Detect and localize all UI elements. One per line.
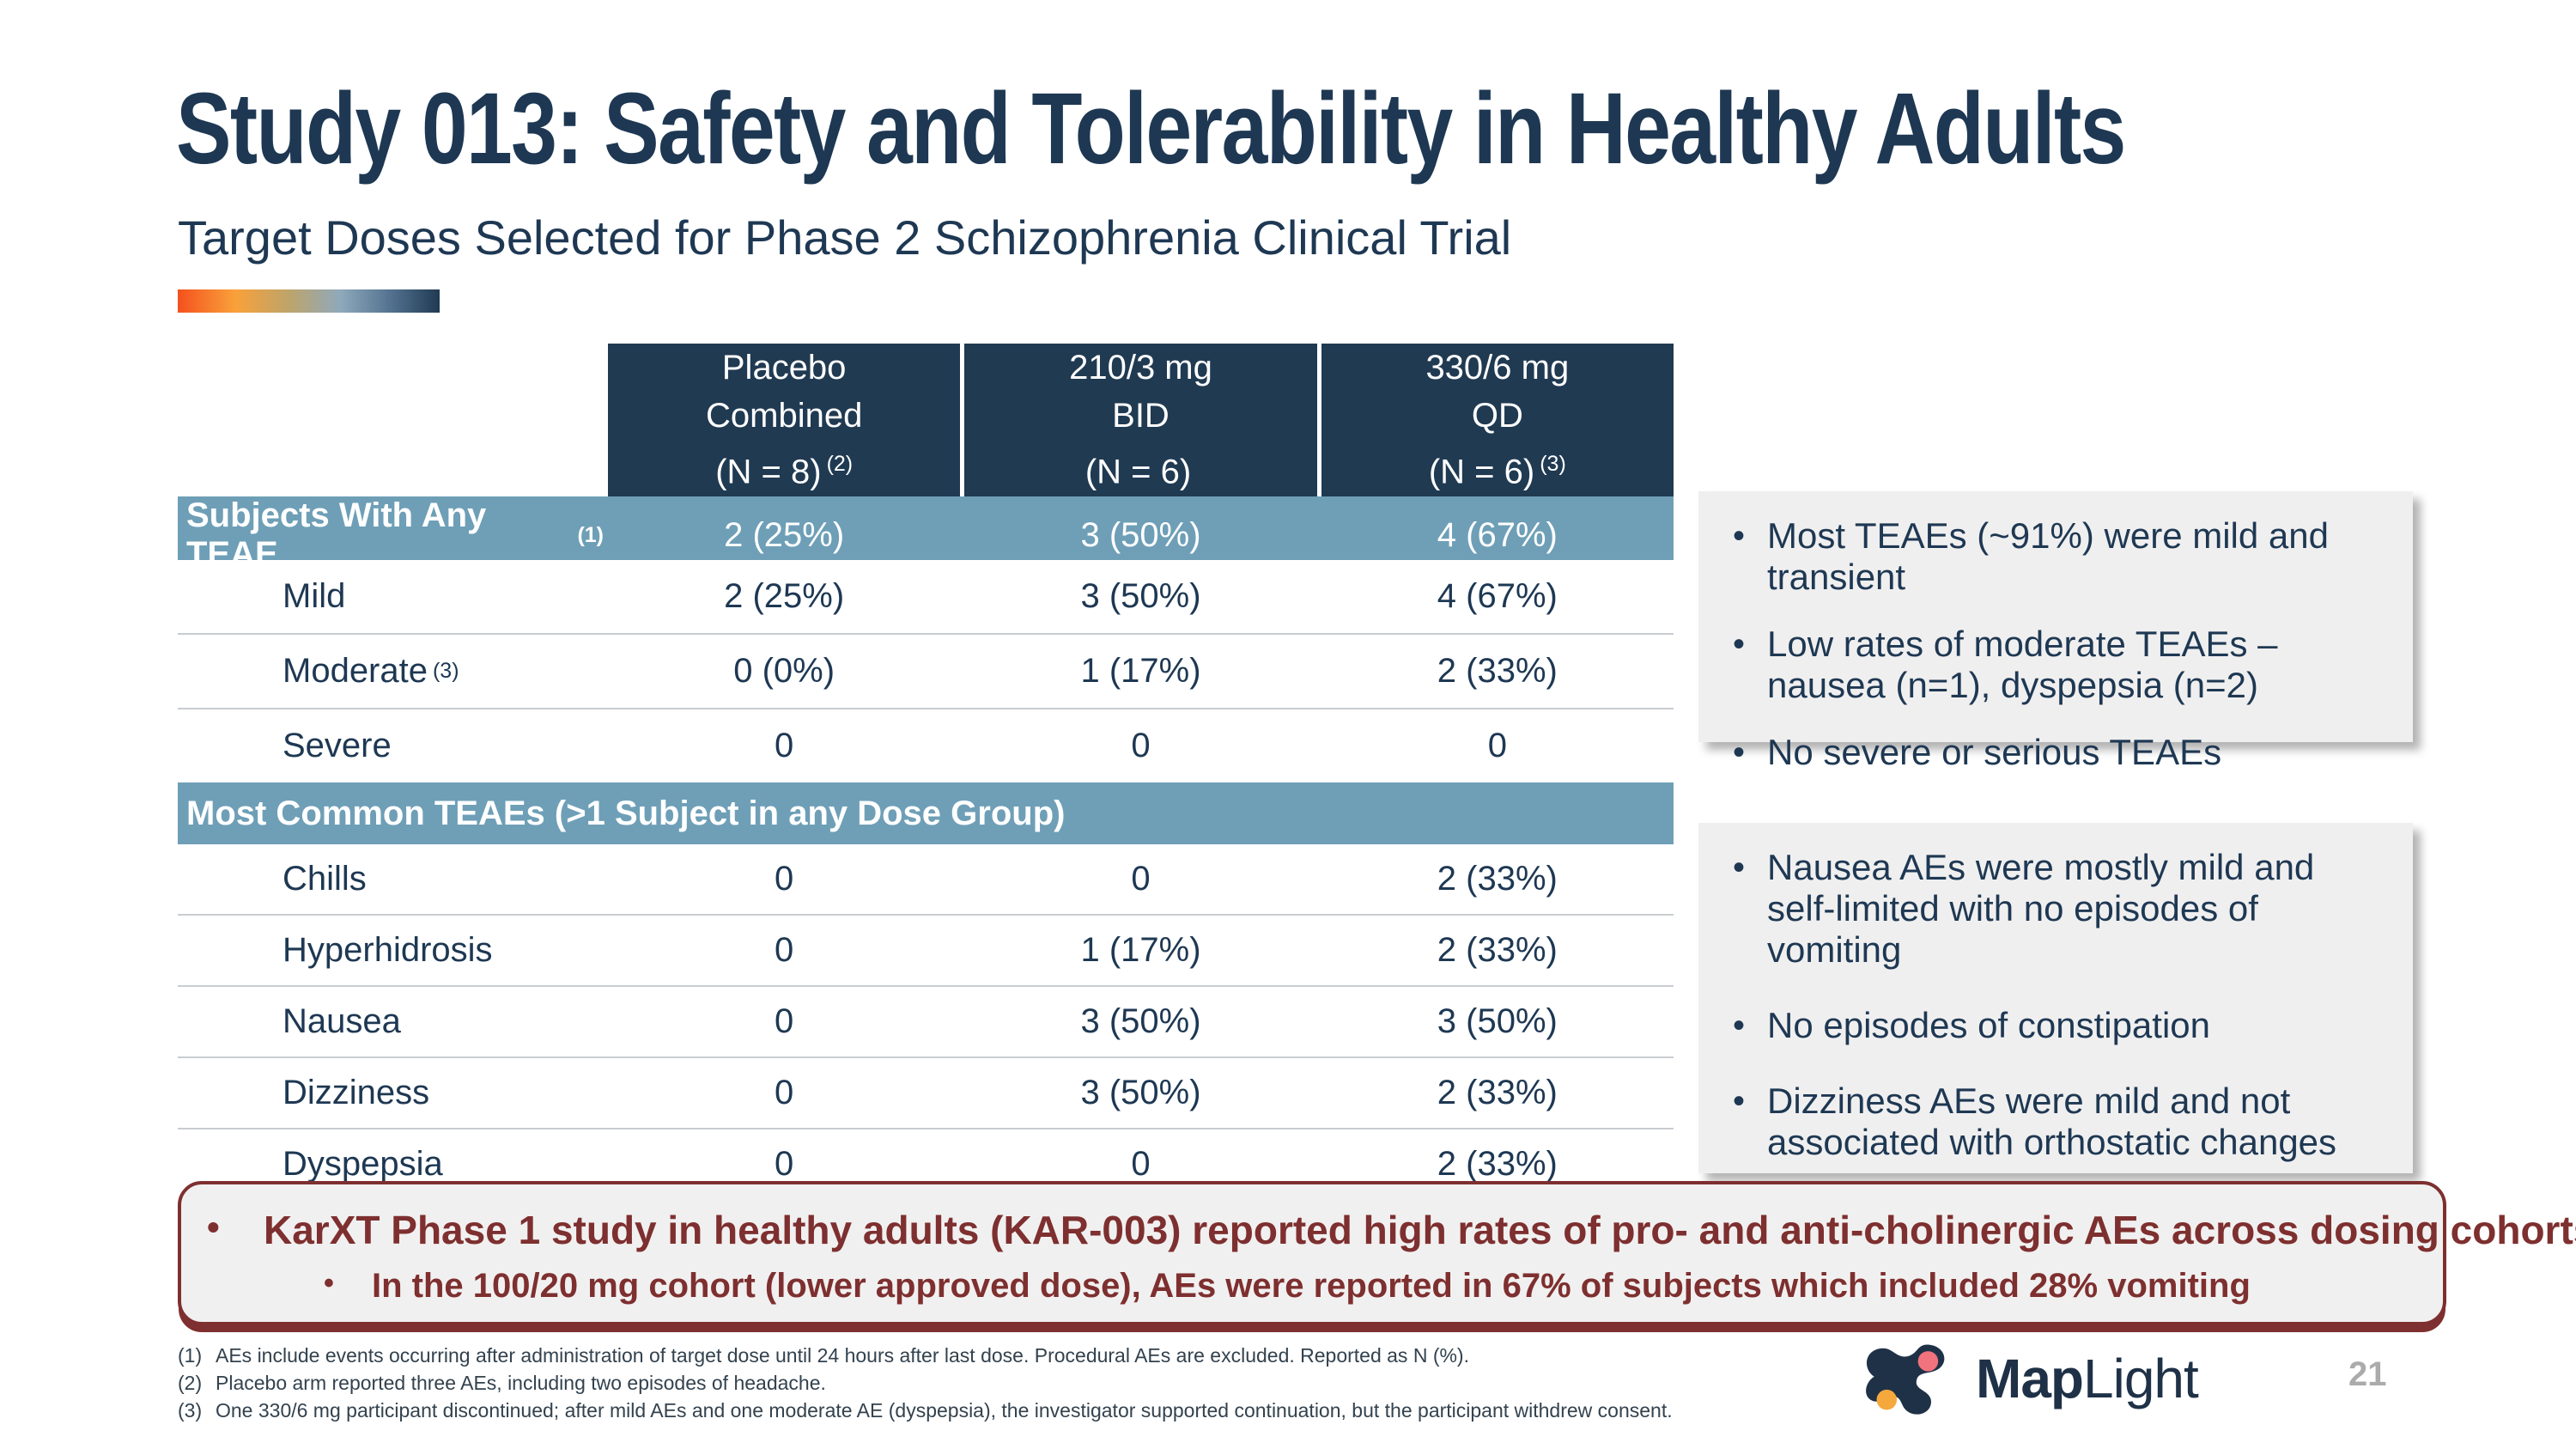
table-cell: 0 [775, 1074, 794, 1111]
callout-bullet: Dizziness AEs were mild and not associat… [1728, 1081, 2384, 1163]
footnote-ref: (1) [577, 522, 604, 547]
page-subtitle: Target Doses Selected for Phase 2 Schizo… [178, 210, 1512, 265]
table-cell: 0 [1131, 727, 1151, 764]
table-cell: 3 (50%) [1080, 1002, 1201, 1040]
table-cell: 4 (67%) [1437, 515, 1558, 554]
footnote-ref: (3) [1540, 452, 1566, 477]
table-cell: 3 (50%) [1080, 1074, 1201, 1111]
highlight-bullet-main: KarXT Phase 1 study in healthy adults (K… [207, 1207, 2576, 1253]
table-header-spacer [178, 344, 604, 496]
table-cell: 1 (17%) [1080, 931, 1201, 969]
table-row-severe: Severe 0 0 0 [178, 708, 1674, 782]
footnote-ref: (3) [432, 659, 459, 683]
footnote-1: (1) AEs include events occurring after a… [178, 1344, 1469, 1367]
table-cell: 1 (17%) [1080, 652, 1201, 690]
table-cell: 0 [775, 727, 794, 764]
table-cell: 0 [1131, 860, 1151, 898]
table-row-hyperhidrosis: Hyperhidrosis 0 1 (17%) 2 (33%) [178, 914, 1674, 985]
table-cell: 2 (33%) [1437, 860, 1558, 898]
table-cell: 0 [1131, 1145, 1151, 1183]
table-cell: 0 (0%) [733, 652, 835, 690]
footnote-3: (3) One 330/6 mg participant discontinue… [178, 1399, 1673, 1422]
table-row-chills: Chills 0 0 2 (33%) [178, 844, 1674, 914]
callout-bullet: No severe or serious TEAEs [1728, 732, 2384, 773]
table-cell: 3 (50%) [1080, 515, 1201, 554]
page-number: 21 [2348, 1355, 2387, 1393]
table-cell: 0 [775, 931, 794, 969]
logo-amber-dot [1876, 1389, 1897, 1410]
footnote-2: (2) Placebo arm reported three AEs, incl… [178, 1372, 826, 1394]
karxt-comparison-box: KarXT Phase 1 study in healthy adults (K… [178, 1181, 2576, 1325]
table-cell: 2 (33%) [1437, 1074, 1558, 1111]
logo-pink-dot [1917, 1351, 1939, 1372]
callout-bullet: Low rates of moderate TEAEs – nausea (n=… [1728, 624, 2384, 706]
column-header-330-6mg: 330/6 mg QD (N = 6) (3) [1321, 344, 1674, 496]
table-cell: 3 (50%) [1080, 577, 1201, 615]
callout-box-ae-details: Nausea AEs were mostly mild and self-lim… [1698, 823, 2413, 1173]
table-cell: 0 [1487, 727, 1507, 764]
callout-bullet: Nausea AEs were mostly mild and self-lim… [1728, 847, 2384, 971]
column-header-placebo: Placebo Combined (N = 8) (2) [608, 344, 961, 496]
accent-gradient-bar [178, 289, 440, 313]
footnote-ref: (2) [826, 452, 854, 477]
table-cell: 3 (50%) [1437, 1002, 1558, 1040]
table-header-row: Placebo Combined (N = 8) (2) 210/3 mg BID… [178, 344, 1674, 496]
table-cell: 2 (33%) [1437, 652, 1558, 690]
table-row-nausea: Nausea 0 3 (50%) 3 (50%) [178, 985, 1674, 1056]
callout-bullet: Most TEAEs (~91%) were mild and transien… [1728, 515, 2384, 598]
table-row-dyspepsia: Dyspepsia 0 0 2 (33%) [178, 1128, 1674, 1199]
table-row-mild: Mild 2 (25%) 3 (50%) 4 (67%) [178, 560, 1674, 633]
maplight-wordmark: MapLight [1976, 1348, 2199, 1409]
section-row-most-common: Most Common TEAEs (>1 Subject in any Dos… [178, 782, 1674, 844]
teae-table: Placebo Combined (N = 8) (2) 210/3 mg BID… [178, 344, 1674, 1199]
table-row-moderate: Moderate (3) 0 (0%) 1 (17%) 2 (33%) [178, 633, 1674, 708]
callout-bullet: No episodes of constipation [1728, 1005, 2384, 1046]
maplight-logo: MapLight [1861, 1340, 2199, 1417]
page-title: Study 013: Safety and Tolerability in He… [176, 72, 2126, 186]
callout-box-teae-summary: Most TEAEs (~91%) were mild and transien… [1698, 491, 2413, 773]
table-cell: 2 (25%) [724, 577, 845, 615]
footnotes: (1) AEs include events occurring after a… [178, 1344, 1673, 1427]
table-cell: 2 (33%) [1437, 931, 1558, 969]
table-cell: 2 (33%) [1437, 1145, 1558, 1183]
table-cell: 4 (67%) [1437, 577, 1558, 615]
table-row-dizziness: Dizziness 0 3 (50%) 2 (33%) [178, 1056, 1674, 1128]
table-cell: 2 (25%) [724, 515, 845, 554]
maplight-logo-icon [1866, 1344, 1945, 1415]
table-cell: 0 [775, 860, 794, 898]
table-cell: 0 [775, 1145, 794, 1183]
table-cell: 0 [775, 1002, 794, 1040]
column-header-210-3mg: 210/3 mg BID (N = 6) [964, 344, 1317, 496]
section-row-any-teae: Subjects With Any TEAE (1) 2 (25%) 3 (50%… [178, 496, 1674, 573]
highlight-bullet-sub: In the 100/20 mg cohort (lower approved … [324, 1267, 2251, 1306]
